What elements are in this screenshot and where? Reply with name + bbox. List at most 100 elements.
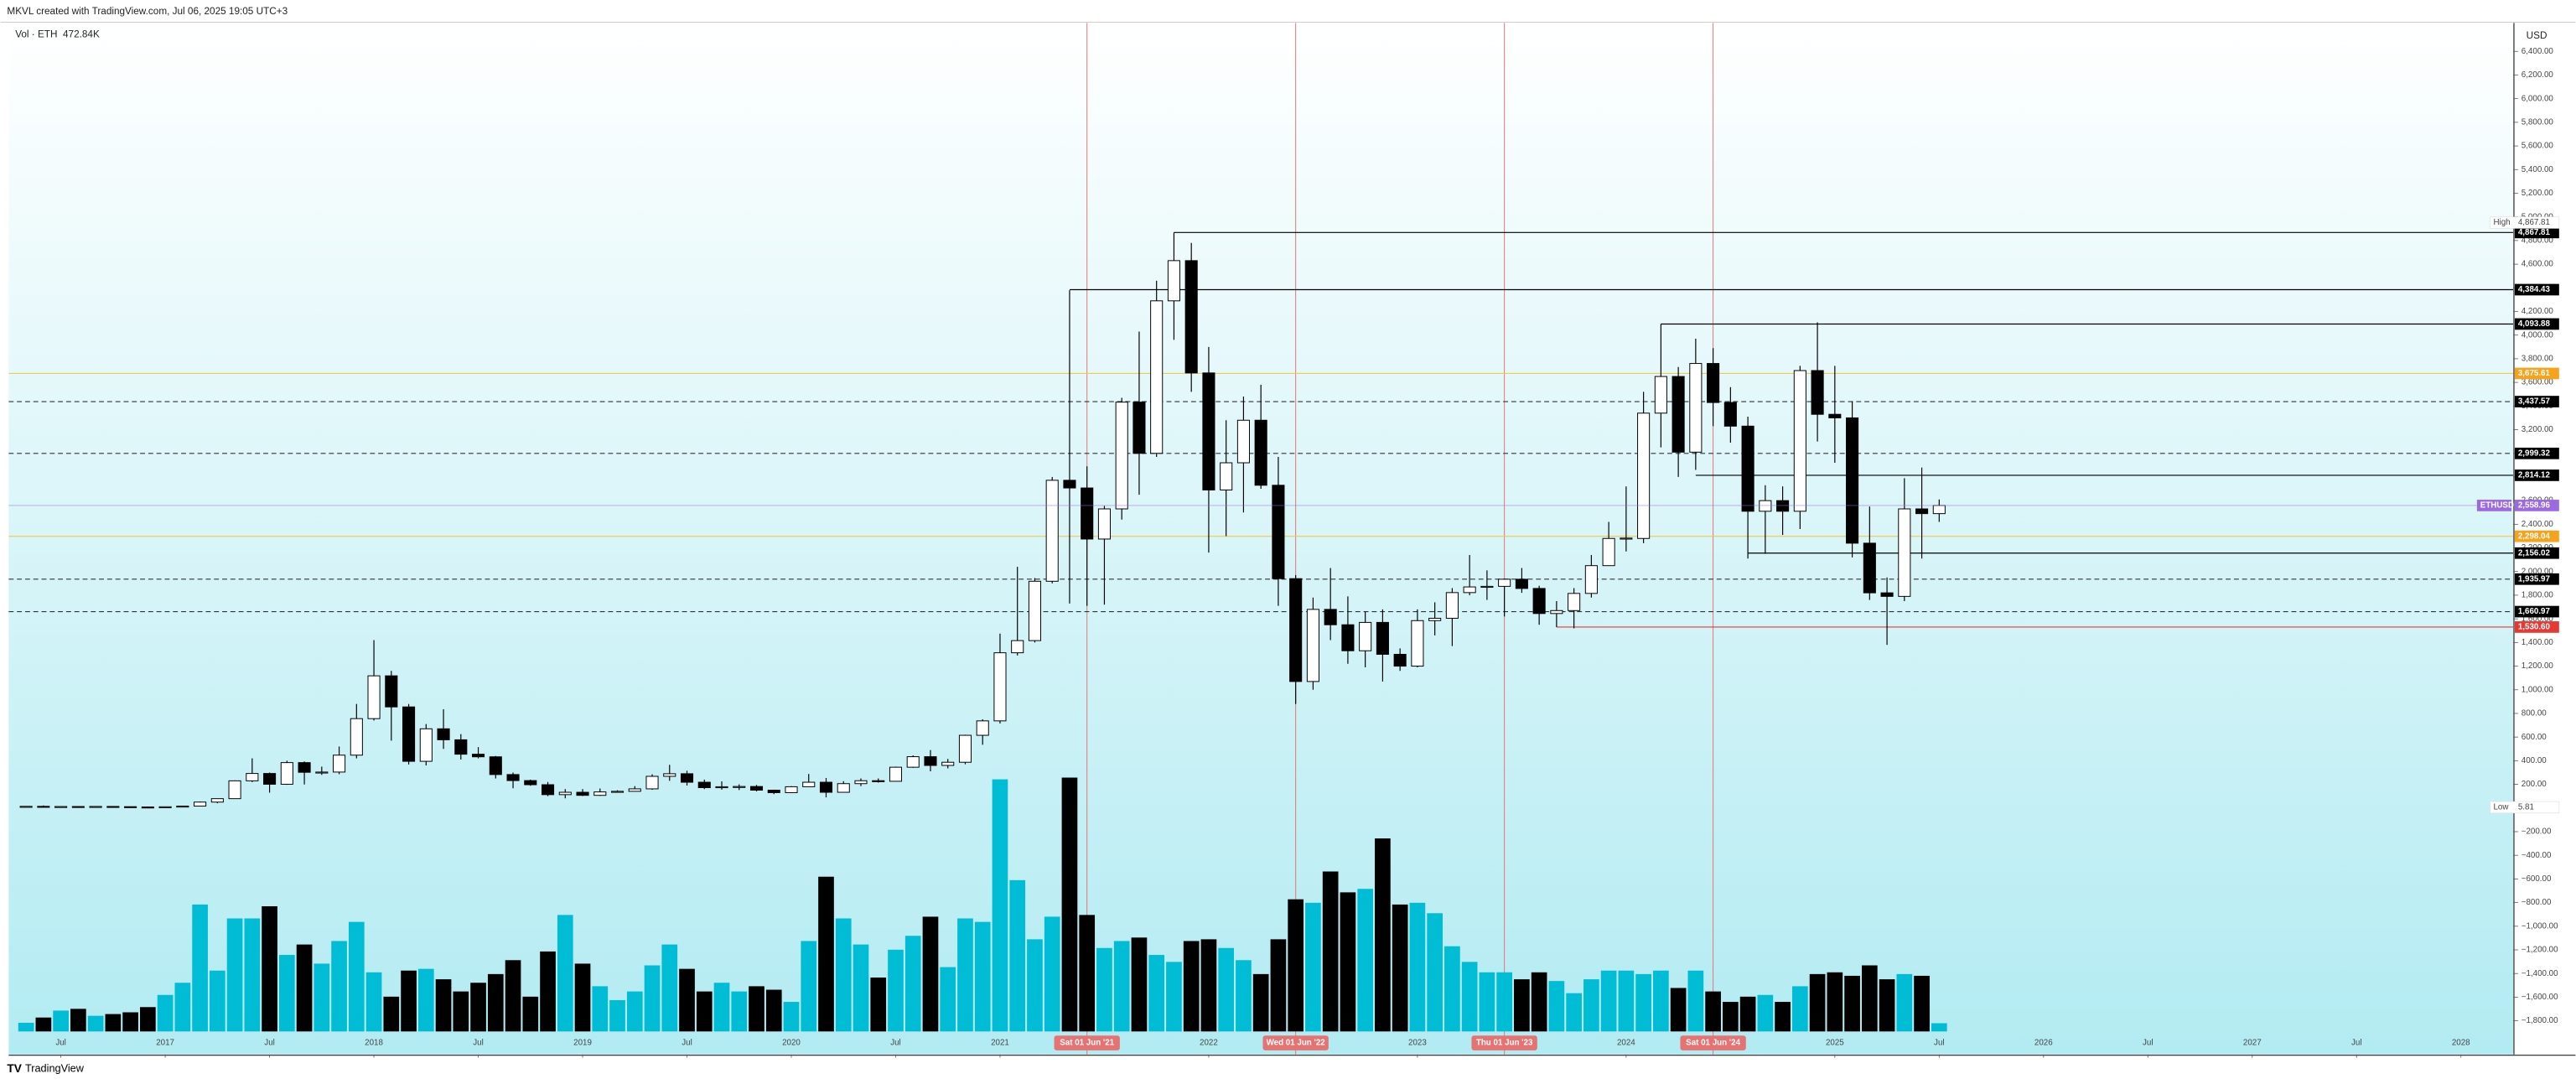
volume-bar bbox=[1531, 972, 1547, 1032]
candle-body bbox=[263, 773, 277, 785]
volume-bar bbox=[1148, 955, 1165, 1032]
high-mark-label: 4,867.81 bbox=[2518, 218, 2550, 227]
level-label: 3,675.61 bbox=[2518, 369, 2551, 378]
volume-bar bbox=[35, 1017, 52, 1032]
volume-bar bbox=[296, 944, 313, 1032]
candle-body bbox=[1584, 565, 1598, 594]
x-tick-label: 2022 bbox=[1200, 1039, 1218, 1048]
x-tick-label: 2020 bbox=[782, 1039, 801, 1048]
event-label-bg bbox=[1054, 1035, 1120, 1050]
candle-body bbox=[1550, 609, 1563, 615]
candle-body bbox=[993, 652, 1007, 722]
volume-bar bbox=[278, 955, 295, 1032]
volume-bar bbox=[244, 918, 261, 1032]
volume-bar bbox=[679, 968, 695, 1032]
volume-bar bbox=[453, 991, 469, 1032]
candle-body bbox=[1393, 653, 1407, 667]
volume-bar bbox=[1618, 970, 1635, 1032]
level-label-bg bbox=[2514, 621, 2559, 633]
volume-bar bbox=[53, 1010, 69, 1032]
volume-bar bbox=[696, 991, 713, 1032]
candle-body bbox=[802, 781, 816, 787]
volume-bar bbox=[1113, 941, 1130, 1032]
candle-body bbox=[697, 781, 711, 789]
x-tick-label: Jul bbox=[264, 1039, 275, 1048]
plot-area bbox=[8, 23, 2513, 1055]
candle-body bbox=[1081, 487, 1094, 540]
volume-bar bbox=[1079, 915, 1096, 1032]
candle-body bbox=[785, 786, 798, 793]
candle-body bbox=[576, 791, 589, 796]
level-label: 1,530.60 bbox=[2518, 623, 2551, 632]
volume-bar bbox=[383, 996, 400, 1032]
candle-body bbox=[1811, 370, 1824, 415]
x-tick-label: 2017 bbox=[156, 1039, 174, 1048]
x-tick-label: 2028 bbox=[2452, 1039, 2470, 1048]
y-tick-label: 5,400.00 bbox=[2522, 165, 2554, 174]
candle-body bbox=[854, 780, 868, 785]
candle-body bbox=[246, 773, 259, 781]
candle-body bbox=[1759, 500, 1772, 512]
candle-body bbox=[593, 791, 607, 796]
candle-body bbox=[1115, 402, 1128, 510]
candle-body bbox=[1532, 588, 1546, 615]
candle-body bbox=[1097, 508, 1111, 540]
volume-bar bbox=[1653, 970, 1669, 1032]
candle-body bbox=[350, 718, 363, 756]
volume-bar bbox=[731, 991, 748, 1032]
level-label-bg bbox=[2514, 573, 2559, 585]
volume-bar bbox=[557, 915, 573, 1032]
y-tick-label: 5,800.00 bbox=[2522, 117, 2554, 127]
level-label-bg bbox=[2514, 283, 2559, 296]
volume-bar bbox=[1044, 916, 1060, 1032]
volume-bar bbox=[713, 983, 730, 1032]
candle-body bbox=[1672, 376, 1685, 453]
volume-bar bbox=[992, 779, 1008, 1032]
candle-body bbox=[541, 784, 555, 796]
candle-body bbox=[1028, 580, 1042, 641]
candle-body bbox=[1846, 417, 1859, 544]
candle-body bbox=[1568, 593, 1581, 611]
volume-bar bbox=[609, 999, 625, 1032]
x-tick-label: 2025 bbox=[1826, 1039, 1844, 1048]
volume-bar bbox=[888, 949, 904, 1032]
volume-bar bbox=[192, 904, 208, 1032]
volume-bar bbox=[331, 941, 347, 1032]
y-tick-label: 5,600.00 bbox=[2522, 142, 2554, 151]
level-label-bg bbox=[2514, 469, 2559, 481]
candle-body bbox=[1045, 480, 1059, 582]
logo-mark: TV bbox=[7, 1062, 22, 1075]
volume-bar bbox=[209, 970, 225, 1032]
volume-bar bbox=[904, 936, 921, 1032]
y-tick-label: −1,800.00 bbox=[2522, 1016, 2558, 1025]
candle-body bbox=[976, 720, 989, 736]
candle-body bbox=[610, 791, 625, 793]
event-label: Sat 01 Jun '24 bbox=[1686, 1039, 1740, 1048]
y-tick-label: 6,400.00 bbox=[2522, 47, 2554, 56]
volume-name: Vol · ETH bbox=[15, 29, 57, 39]
low-mark-label: 5.81 bbox=[2518, 803, 2534, 812]
candle-body bbox=[1011, 640, 1024, 654]
volume-bar bbox=[1757, 994, 1774, 1032]
y-tick-label: 4,800.00 bbox=[2522, 236, 2554, 245]
volume-bar bbox=[470, 983, 486, 1032]
volume-bar bbox=[1600, 970, 1617, 1032]
volume-bar bbox=[1896, 973, 1913, 1032]
event-label: Sat 01 Jun '21 bbox=[1060, 1039, 1114, 1048]
level-label: 2,814.12 bbox=[2518, 471, 2551, 480]
y-tick-label: 6,000.00 bbox=[2522, 94, 2554, 103]
volume-bar bbox=[661, 944, 678, 1032]
candle-body bbox=[1515, 578, 1528, 589]
candle-body bbox=[1376, 621, 1389, 655]
volume-bar bbox=[1635, 973, 1651, 1032]
x-tick-label: Jul bbox=[1934, 1039, 1945, 1048]
volume-bar bbox=[1288, 899, 1304, 1032]
volume-bar bbox=[818, 876, 834, 1032]
event-label: Wed 01 Jun '22 bbox=[1267, 1039, 1326, 1048]
candle-body bbox=[228, 780, 241, 800]
low-mark-tag: Low bbox=[2493, 803, 2509, 812]
level-label-bg bbox=[2514, 547, 2559, 559]
volume-bar bbox=[1496, 972, 1512, 1032]
level-label: 2,156.02 bbox=[2518, 548, 2551, 558]
candle-body bbox=[1202, 372, 1215, 490]
